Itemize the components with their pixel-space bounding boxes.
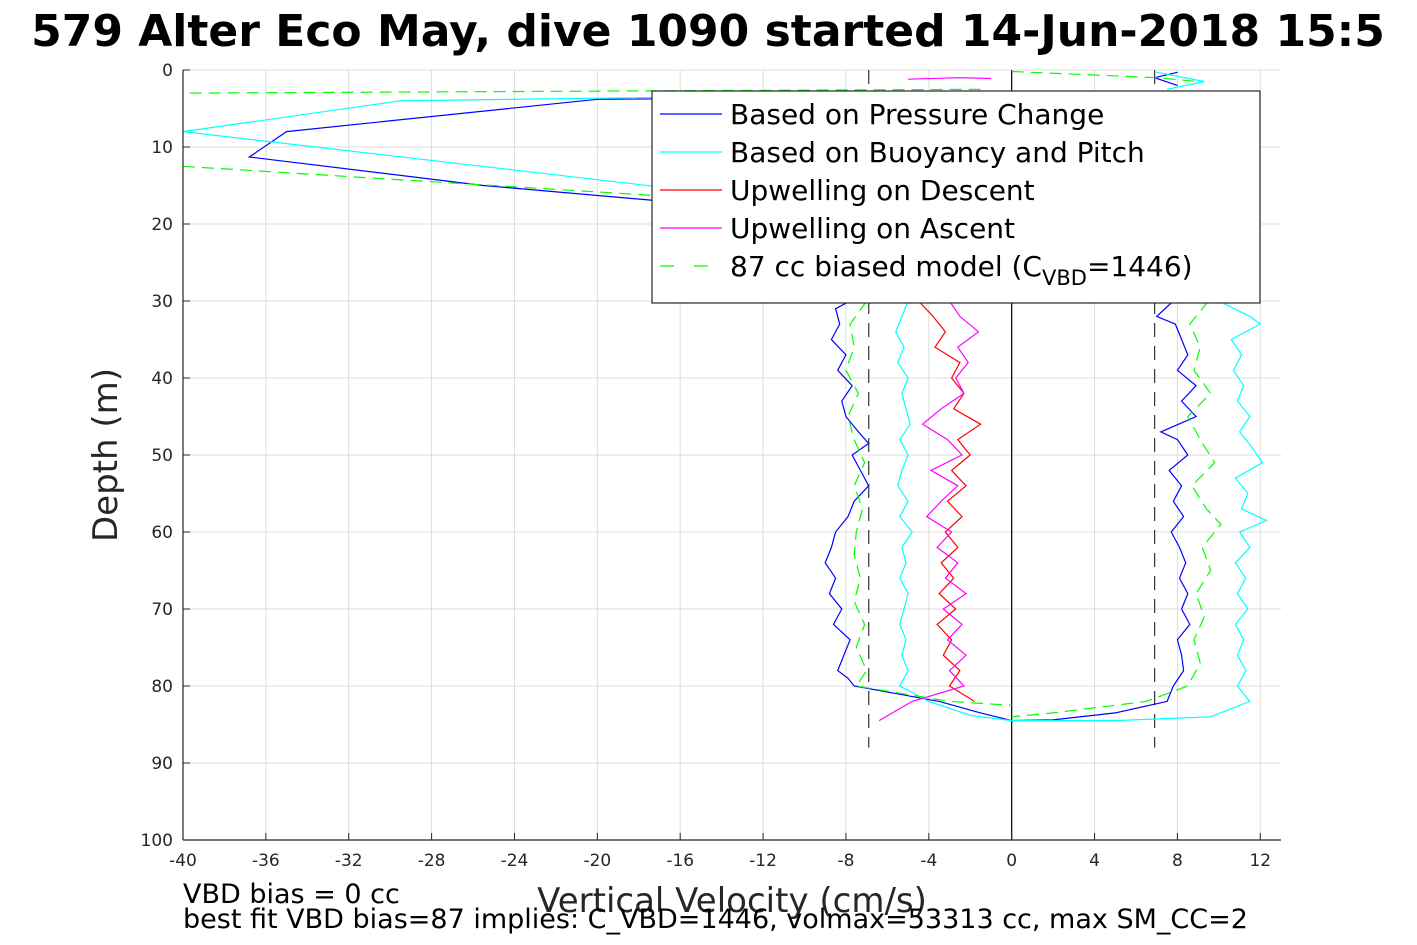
y-axis-label: Depth (m) <box>86 368 126 542</box>
y-tick-label: 70 <box>151 600 173 620</box>
x-tick-labels: -40 -36 -32 -28 -24 -20 -16 -12 -8 -4 0 4 8 12 <box>169 833 1271 871</box>
y-tick-label: 10 <box>151 138 173 158</box>
x-tick-label: 0 <box>1006 851 1017 871</box>
legend-label: Based on Pressure Change <box>730 98 1104 131</box>
legend-label: 87 cc biased model (CVBD=1446) <box>730 250 1193 290</box>
x-tick-label: -8 <box>837 851 854 871</box>
y-tick-label: 30 <box>151 292 173 312</box>
y-tick-label: 80 <box>151 677 173 697</box>
series-line-4 <box>182 165 681 198</box>
x-tick-label: 4 <box>1089 851 1100 871</box>
x-tick-label: -16 <box>666 851 694 871</box>
x-tick-label: 12 <box>1249 851 1271 871</box>
series-line-3 <box>908 77 992 80</box>
chart-title: 579 Alter Eco May, dive 1090 started 14-… <box>31 6 1385 57</box>
x-tick-label: -36 <box>252 851 280 871</box>
x-tick-label: -24 <box>501 851 529 871</box>
y-tick-labels: 0 10 20 30 40 50 60 70 80 90 100 <box>141 61 190 851</box>
x-tick-label: -28 <box>418 851 446 871</box>
x-tick-label: -32 <box>335 851 363 871</box>
y-tick-label: 20 <box>151 215 173 235</box>
y-tick-label: 60 <box>151 523 173 543</box>
vbd-bias-note: VBD bias = 0 cc <box>183 879 400 910</box>
best-fit-note: best fit VBD bias=87 implies: C_VBD=1446… <box>183 904 1248 935</box>
y-tick-label: 100 <box>141 831 173 851</box>
series-line-0 <box>824 300 1012 722</box>
legend-label: Upwelling on Ascent <box>730 212 1015 245</box>
y-tick-label: 90 <box>151 754 173 774</box>
x-axis-label: Vertical Velocity (cm/s) <box>537 881 927 921</box>
x-tick-label: -4 <box>920 851 937 871</box>
legend: Based on Pressure Change Based on Buoyanc… <box>651 90 1261 304</box>
y-tick-label: 0 <box>162 61 173 81</box>
series-line-0 <box>1011 300 1198 722</box>
series-line-1 <box>1156 71 1205 90</box>
x-tick-label: 8 <box>1172 851 1183 871</box>
x-tick-label: -20 <box>583 851 611 871</box>
series-line-3 <box>878 300 980 722</box>
x-tick-label: -40 <box>169 851 197 871</box>
series-line-1 <box>1011 300 1268 722</box>
legend-box <box>651 90 1261 304</box>
y-tick-label: 40 <box>151 369 173 389</box>
series-line-4 <box>1011 70 1199 83</box>
series-line-2 <box>918 300 982 702</box>
legend-label: Upwelling on Descent <box>730 174 1035 207</box>
x-tick-label: -12 <box>749 851 777 871</box>
series-line-4 <box>1011 300 1222 718</box>
y-tick-label: 50 <box>151 446 173 466</box>
series-line-4 <box>845 300 1012 706</box>
series-line-1 <box>895 300 1012 722</box>
legend-label: Based on Buoyancy and Pitch <box>730 136 1145 169</box>
